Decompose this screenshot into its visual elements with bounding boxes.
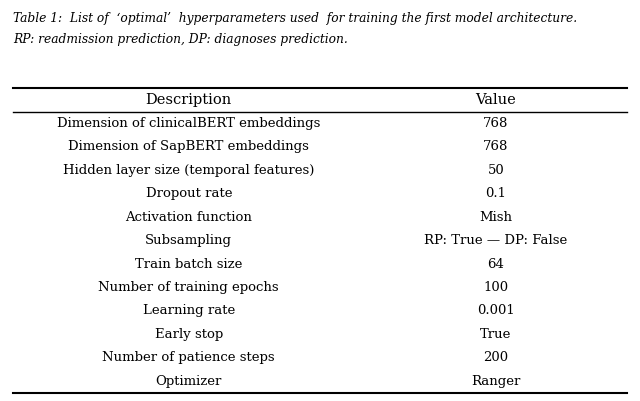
Text: 50: 50 xyxy=(488,164,504,177)
Text: Dropout rate: Dropout rate xyxy=(145,187,232,200)
Text: 64: 64 xyxy=(488,257,504,271)
Text: 768: 768 xyxy=(483,140,509,153)
Text: Activation function: Activation function xyxy=(125,211,252,224)
Text: Early stop: Early stop xyxy=(155,328,223,341)
Text: Learning rate: Learning rate xyxy=(143,304,235,318)
Text: True: True xyxy=(480,328,512,341)
Text: Ranger: Ranger xyxy=(471,375,521,388)
Text: Number of training epochs: Number of training epochs xyxy=(99,281,279,294)
Text: Train batch size: Train batch size xyxy=(135,257,243,271)
Text: Description: Description xyxy=(146,93,232,107)
Text: Dimension of clinicalBERT embeddings: Dimension of clinicalBERT embeddings xyxy=(57,117,321,130)
Text: 200: 200 xyxy=(483,351,509,365)
Text: 100: 100 xyxy=(483,281,509,294)
Text: Dimension of SapBERT embeddings: Dimension of SapBERT embeddings xyxy=(68,140,309,153)
Text: RP: readmission prediction, DP: diagnoses prediction.: RP: readmission prediction, DP: diagnose… xyxy=(13,33,348,46)
Text: RP: True — DP: False: RP: True — DP: False xyxy=(424,234,568,247)
Text: Subsampling: Subsampling xyxy=(145,234,232,247)
Text: 0.1: 0.1 xyxy=(486,187,506,200)
Text: Mish: Mish xyxy=(479,211,513,224)
Text: Hidden layer size (temporal features): Hidden layer size (temporal features) xyxy=(63,164,314,177)
Text: Number of patience steps: Number of patience steps xyxy=(102,351,275,365)
Text: Optimizer: Optimizer xyxy=(156,375,222,388)
Text: Table 1:  List of  ‘optimal’  hyperparameters used  for training the first model: Table 1: List of ‘optimal’ hyperparamete… xyxy=(13,12,577,25)
Text: 0.001: 0.001 xyxy=(477,304,515,318)
Text: 768: 768 xyxy=(483,117,509,130)
Text: Value: Value xyxy=(476,93,516,107)
